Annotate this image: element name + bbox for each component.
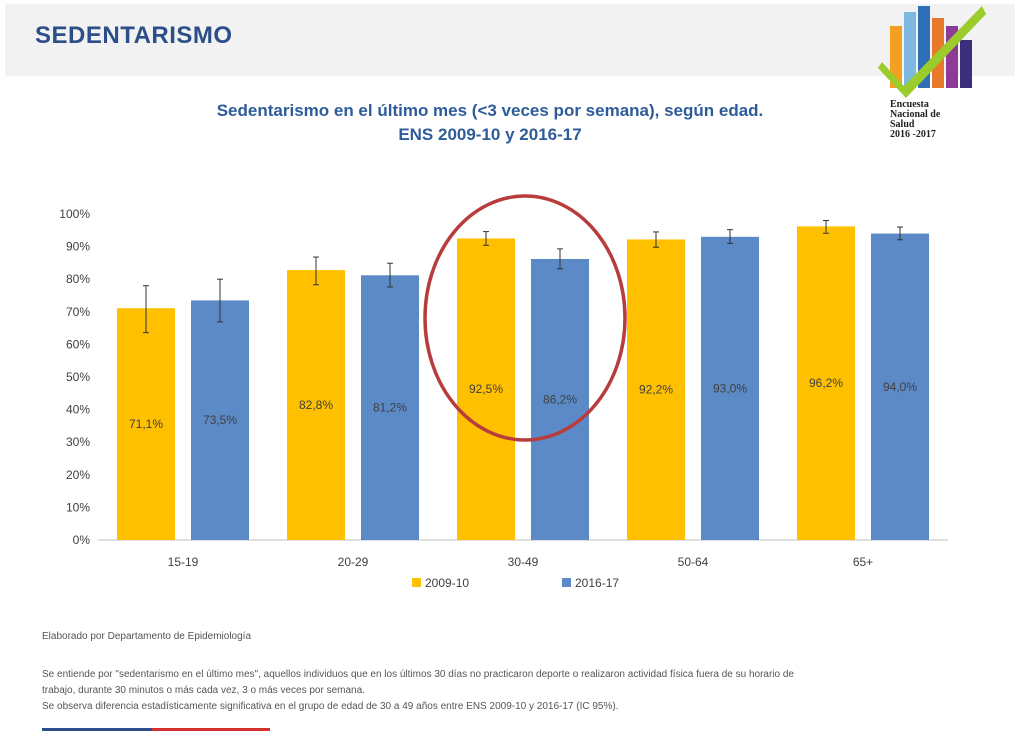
y-tick-label: 10% [66,500,90,514]
bar [191,300,249,540]
bar [627,239,685,540]
data-label: 82,8% [299,398,333,412]
chart-title: Sedentarismo en el último mes (<3 veces … [150,99,830,147]
bar [287,270,345,540]
legend-swatch [412,578,421,587]
legend-label: 2016-17 [575,576,619,590]
y-tick-label: 50% [66,370,90,384]
legend-swatch [562,578,571,587]
data-label: 86,2% [543,392,577,406]
legend-label: 2009-10 [425,576,469,590]
highlight-ellipse [423,194,627,442]
data-label: 93,0% [713,381,747,395]
bar [797,226,855,540]
footer-line-red [152,728,270,731]
chart-title-line-2: ENS 2009-10 y 2016-17 [398,125,582,144]
bar [531,258,589,540]
logo-line: 2016 -2017 [890,129,936,140]
credit-text: Elaborado por Departamento de Epidemiolo… [42,631,252,642]
data-label: 71,1% [129,417,163,431]
x-tick-label: 50-64 [678,555,709,569]
bar [871,233,929,540]
bar [701,236,759,540]
chart-title-line-1: Sedentarismo en el último mes (<3 veces … [216,101,764,120]
y-tick-label: 100% [59,207,90,221]
y-tick-label: 60% [66,337,90,351]
data-label: 94,0% [883,380,917,394]
data-label: 73,5% [203,413,237,427]
logo-text: Encuesta Nacional de Salud 2016 -2017 [890,100,1000,140]
footnote-line: trabajo, durante 30 minutos o más cada v… [42,685,365,696]
x-tick-label: 15-19 [168,555,199,569]
x-tick-label: 65+ [853,555,873,569]
y-tick-label: 40% [66,403,90,417]
data-label: 92,5% [469,382,503,396]
header-band [5,4,1015,76]
ens-logo [878,6,986,98]
logo-line: Nacional de [890,109,941,120]
x-tick-label: 20-29 [338,555,369,569]
data-label: 92,2% [639,383,673,397]
y-tick-label: 20% [66,468,90,482]
bar [457,238,515,540]
footnote: Se entiende por "sedentarismo en el últi… [42,667,972,715]
data-label: 96,2% [809,376,843,390]
footnote-line: Se entiende por "sedentarismo en el últi… [42,669,794,680]
y-tick-label: 0% [73,533,91,547]
footer-line-blue [42,728,152,731]
y-tick-label: 30% [66,435,90,449]
bar-chart: 0% 10% 20% 30% 40% 50% 60% 70% 80% 90% 100% 71,1% 73… [59,194,948,590]
data-label: 81,2% [373,401,407,415]
page-title: SEDENTARISMO [35,22,233,49]
y-tick-label: 70% [66,305,90,319]
logo-line: Encuesta [890,99,929,110]
x-tick-label: 30-49 [508,555,539,569]
bar [117,308,175,540]
y-tick-label: 80% [66,272,90,286]
logo-line: Salud [890,119,915,130]
bar [361,275,419,540]
y-tick-label: 90% [66,240,90,254]
footnote-line: Se observa diferencia estadísticamente s… [42,701,619,712]
